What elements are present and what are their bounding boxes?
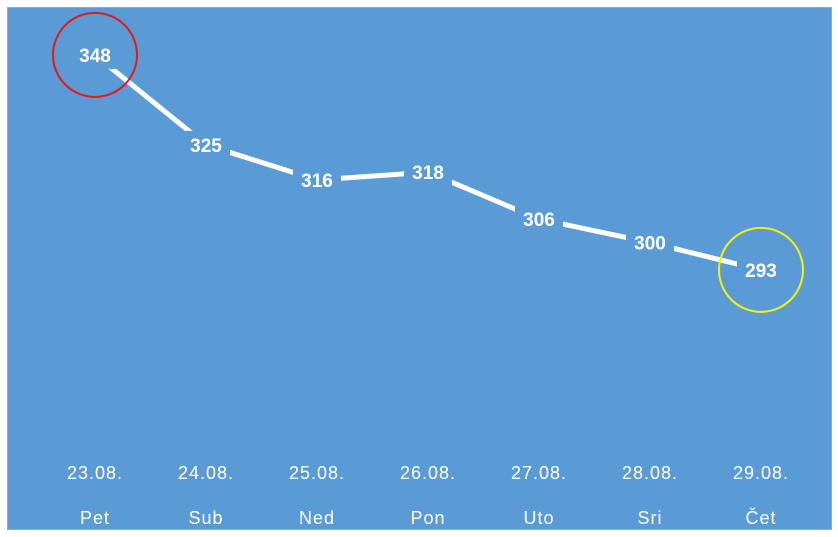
x-tick-weekday-label: Uto (523, 508, 554, 528)
x-tick-weekday-label: Pon (410, 508, 445, 528)
data-label-background (515, 205, 563, 234)
data-label-background (737, 255, 785, 284)
x-tick-date-label: 29.08. (733, 463, 789, 483)
data-label: 318 (412, 163, 444, 184)
highlight-ring (718, 226, 804, 313)
chart-container: 348 325 316 318 306 300 293 23.08. 24.08. 25.08.… (7, 7, 832, 530)
x-tick-weekday-label: Ned (299, 508, 335, 528)
x-tick-weekday-label: Sri (638, 508, 663, 528)
data-label: 325 (190, 136, 222, 157)
data-label: 300 (634, 234, 666, 255)
data-label: 316 (301, 171, 333, 192)
data-label-background (626, 228, 674, 257)
data-label: 306 (523, 210, 555, 231)
x-tick-date-label: 28.08. (622, 463, 678, 483)
data-labels: 348 325 316 318 306 300 293 (71, 40, 785, 284)
x-tick-weekday-label: Čet (745, 507, 776, 528)
drop-lines (93, 72, 763, 438)
line-chart: 348 325 316 318 306 300 293 23.08. 24.08. 25.08.… (8, 8, 831, 529)
data-label-background (71, 40, 119, 69)
x-tick-date-label: 27.08. (511, 463, 567, 483)
highlight-rings (52, 11, 804, 313)
x-tick-date-label: 24.08. (178, 463, 234, 483)
data-label: 293 (745, 261, 777, 282)
data-label: 348 (79, 46, 111, 67)
x-tick-weekday-label: Pet (80, 508, 110, 528)
x-axis-date-labels: 23.08. 24.08. 25.08. 26.08. 27.08. 28.08. 29.0… (67, 463, 789, 483)
x-tick-weekday-label: Sub (188, 508, 223, 528)
x-tick-date-label: 26.08. (400, 463, 456, 483)
data-label-background (293, 166, 341, 194)
highlight-ring (52, 11, 138, 98)
x-tick-date-label: 23.08. (67, 463, 123, 483)
x-axis-weekday-labels: Pet Sub Ned Pon Uto Sri Čet (80, 507, 776, 528)
data-label-background (182, 130, 230, 159)
data-label-background (404, 158, 452, 187)
x-tick-date-label: 25.08. (289, 463, 345, 483)
